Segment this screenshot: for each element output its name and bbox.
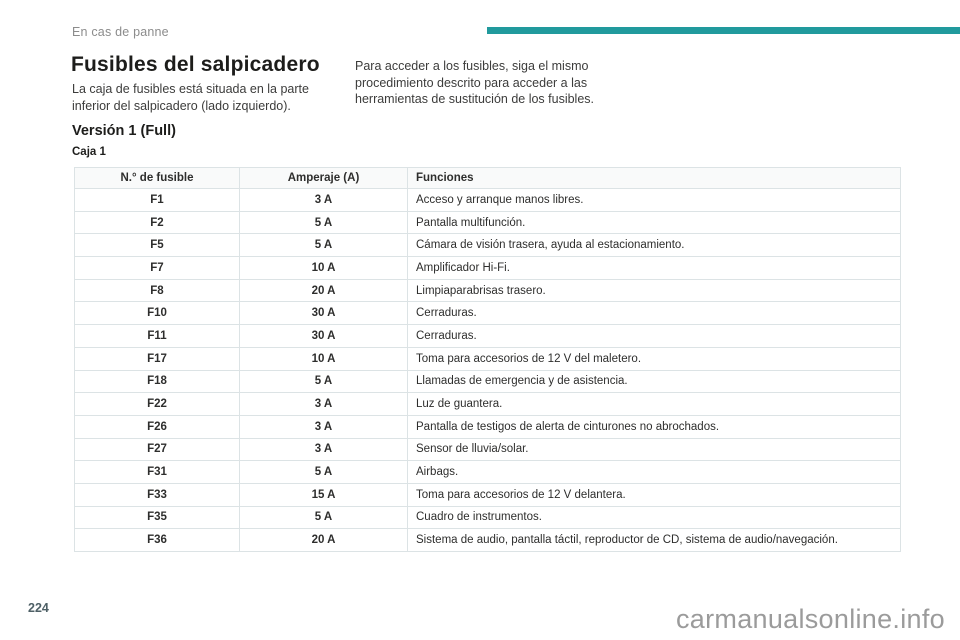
function-cell: Limpiaparabrisas trasero. — [407, 278, 901, 303]
function-cell: Toma para accesorios de 12 V delantera. — [407, 482, 901, 507]
watermark: carmanualsonline.info — [676, 604, 945, 634]
amperage-cell: 20 A — [239, 278, 408, 303]
table-row: F33 15 A Toma para accesorios de 12 V dela… — [74, 482, 901, 507]
intro-paragraph-left: La caja de fusibles está situada en la p… — [72, 82, 309, 113]
table-row: F10 30 A Cerraduras. — [74, 301, 901, 326]
column-header-functions: Funciones — [407, 167, 901, 189]
fuse-number-cell: F33 — [74, 482, 240, 507]
function-cell: Airbags. — [407, 460, 901, 484]
amperage-cell: 3 A — [239, 414, 408, 439]
function-cell: Sistema de audio, pantalla táctil, repro… — [407, 528, 901, 552]
fuse-number-cell: F5 — [74, 233, 240, 258]
version-subtitle: Versión 1 (Full) — [72, 123, 176, 139]
amperage-cell: 20 A — [239, 528, 408, 552]
page-number: 224 — [28, 601, 49, 615]
table-row: F26 3 A Pantalla de testigos de alerta de … — [74, 414, 901, 439]
column-header-fuse-number: N.° de fusible — [74, 167, 240, 189]
amperage-cell: 10 A — [239, 256, 408, 280]
fuse-number-cell: F10 — [74, 301, 240, 326]
table-row: F2 5 A Pantalla multifunción. — [74, 210, 901, 235]
table-row: F5 5 A Cámara de visión trasera, ayuda al … — [74, 233, 901, 258]
fuse-number-cell: F18 — [74, 369, 240, 394]
function-cell: Cámara de visión trasera, ayuda al estac… — [407, 233, 901, 258]
table-row: F22 3 A Luz de guantera. — [74, 392, 901, 416]
table-row: F1 3 A Acceso y arranque manos libres. — [74, 188, 901, 212]
function-cell: Acceso y arranque manos libres. — [407, 188, 901, 212]
fuse-table: N.° de fusible Amperaje (A) Funciones F1… — [74, 167, 901, 552]
table-row: F17 10 A Toma para accesorios de 12 V del … — [74, 346, 901, 371]
fuse-number-cell: F35 — [74, 505, 240, 530]
accent-bar — [487, 27, 960, 34]
fuse-number-cell: F7 — [74, 256, 240, 280]
fuse-number-cell: F26 — [74, 414, 240, 439]
table-row: F18 5 A Llamadas de emergencia y de asiste… — [74, 369, 901, 394]
fuse-number-cell: F11 — [74, 324, 240, 348]
amperage-cell: 5 A — [239, 460, 408, 484]
function-cell: Cerraduras. — [407, 324, 901, 348]
function-cell: Llamadas de emergencia y de asistencia. — [407, 369, 901, 394]
function-cell: Pantalla de testigos de alerta de cintur… — [407, 414, 901, 439]
section-header: En cas de panne — [72, 25, 169, 39]
table-row: F7 10 A Amplificador Hi-Fi. — [74, 256, 901, 280]
fuse-number-cell: F36 — [74, 528, 240, 552]
fuse-number-cell: F22 — [74, 392, 240, 416]
table-row: F8 20 A Limpiaparabrisas trasero. — [74, 278, 901, 303]
page-title: Fusibles del salpicadero — [71, 53, 320, 76]
amperage-cell: 3 A — [239, 437, 408, 462]
function-cell: Luz de guantera. — [407, 392, 901, 416]
fuse-number-cell: F27 — [74, 437, 240, 462]
function-cell: Cerraduras. — [407, 301, 901, 326]
table-row: F35 5 A Cuadro de instrumentos. — [74, 505, 901, 530]
amperage-cell: 5 A — [239, 505, 408, 530]
table-row: F31 5 A Airbags. — [74, 460, 901, 484]
amperage-cell: 3 A — [239, 392, 408, 416]
amperage-cell: 30 A — [239, 301, 408, 326]
amperage-cell: 3 A — [239, 188, 408, 212]
amperage-cell: 5 A — [239, 233, 408, 258]
function-cell: Toma para accesorios de 12 V del maleter… — [407, 346, 901, 371]
header-row: N.° de fusible Amperaje (A) Funciones — [74, 167, 901, 189]
function-cell: Sensor de lluvia/solar. — [407, 437, 901, 462]
amperage-cell: 5 A — [239, 369, 408, 394]
function-cell: Pantalla multifunción. — [407, 210, 901, 235]
column-header-amperage: Amperaje (A) — [239, 167, 408, 189]
table-row: F36 20 A Sistema de audio, pantalla táctil… — [74, 528, 901, 552]
fuse-table-header: N.° de fusible Amperaje (A) Funciones — [74, 167, 901, 189]
fuse-number-cell: F17 — [74, 346, 240, 371]
amperage-cell: 5 A — [239, 210, 408, 235]
fuse-table-body: F1 3 A Acceso y arranque manos libres. F2 5 … — [74, 188, 901, 552]
amperage-cell: 30 A — [239, 324, 408, 348]
fuse-number-cell: F8 — [74, 278, 240, 303]
fuse-number-cell: F2 — [74, 210, 240, 235]
function-cell: Amplificador Hi-Fi. — [407, 256, 901, 280]
box-caption: Caja 1 — [72, 146, 106, 158]
fuse-number-cell: F31 — [74, 460, 240, 484]
amperage-cell: 15 A — [239, 482, 408, 507]
intro-paragraph-right: Para acceder a los fusibles, siga el mis… — [355, 59, 595, 106]
fuse-number-cell: F1 — [74, 188, 240, 212]
amperage-cell: 10 A — [239, 346, 408, 371]
function-cell: Cuadro de instrumentos. — [407, 505, 901, 530]
table-row: F11 30 A Cerraduras. — [74, 324, 901, 348]
table-row: F27 3 A Sensor de lluvia/solar. — [74, 437, 901, 462]
